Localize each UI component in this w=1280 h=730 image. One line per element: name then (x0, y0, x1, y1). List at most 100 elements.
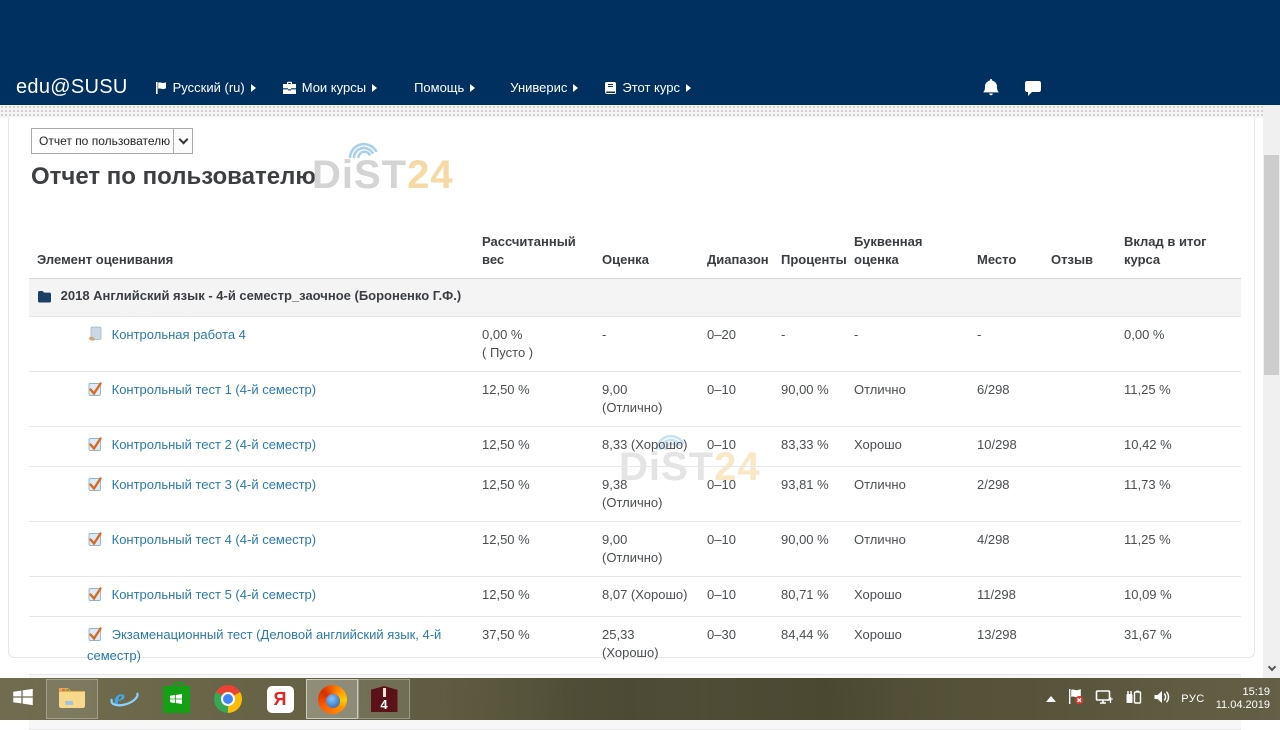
cell-rank: 11/298 (969, 576, 1043, 617)
cell-weight: 0,00 % ( Пусто ) (474, 316, 594, 372)
col-header-contribution: Вклад в итог курса (1116, 225, 1241, 279)
cell-letter: Отлично (846, 371, 969, 427)
cell-contribution: 31,67 % (1116, 616, 1241, 675)
taskbar-internet-explorer[interactable]: e (98, 679, 150, 719)
col-header-calculated-weight: Рассчитанный вес (474, 225, 594, 279)
cell-range: 0–30 (699, 616, 773, 675)
taskbar-windows-store[interactable] (150, 679, 202, 719)
chevron-right-icon (470, 83, 476, 92)
watermark-accent: 24 (407, 153, 454, 197)
table-header-row: Элемент оценивания Рассчитанный вес Оцен… (29, 225, 1241, 279)
cell-feedback (1043, 371, 1116, 427)
cell-contribution: 11,73 % (1116, 466, 1241, 522)
cell-letter: - (846, 316, 969, 372)
file-explorer-icon (57, 684, 87, 715)
show-hidden-icons-arrow[interactable] (1046, 696, 1057, 702)
quiz-icon (87, 381, 103, 402)
start-button[interactable] (0, 679, 46, 719)
cell-percentage: 90,00 % (773, 521, 846, 577)
action-center-flag-icon[interactable] (1067, 688, 1084, 710)
cell-feedback (1043, 426, 1116, 467)
taskbar-app-4[interactable]: 4 (358, 679, 410, 719)
notifications-bell-icon[interactable] (982, 78, 1000, 103)
grade-item-link[interactable]: Контрольный тест 4 (4-й семестр) (111, 531, 317, 547)
cell-grade: 9,00 (Отлично) (594, 371, 699, 427)
cell-weight: 12,50 % (474, 371, 594, 427)
cell-rank: 10/298 (969, 426, 1043, 467)
scrollbar-down-button[interactable] (1263, 658, 1280, 678)
flag-icon (154, 81, 168, 95)
book-icon (604, 81, 617, 95)
dist24-watermark: DiST24 (312, 142, 454, 197)
yandex-browser-icon: Я (266, 685, 294, 713)
cell-rank: 13/298 (969, 616, 1043, 675)
cell-feedback (1043, 616, 1116, 675)
quiz-icon (87, 436, 103, 457)
cell-letter: Хорошо (846, 576, 969, 617)
cell-range: 0–10 (699, 466, 773, 522)
grade-item-link[interactable]: Контрольная работа 4 (111, 326, 246, 342)
taskbar-file-explorer[interactable] (46, 679, 98, 719)
chevron-down-icon (1267, 662, 1276, 672)
clock-time: 15:19 (1242, 686, 1270, 698)
cell-weight: 12,50 % (474, 466, 594, 522)
grade-item-link[interactable]: Контрольный тест 1 (4-й семестр) (111, 381, 317, 397)
taskbar-chrome[interactable] (202, 679, 254, 719)
battery-icon[interactable] (1124, 689, 1142, 710)
chevron-right-icon (573, 83, 579, 92)
nav-item-label: Мои курсы (301, 80, 367, 95)
cell-percentage: 84,44 % (773, 616, 846, 675)
messages-chat-icon[interactable] (1024, 80, 1044, 103)
cell-weight: 12,50 % (474, 576, 594, 617)
cell-range: 0–10 (699, 426, 773, 467)
taskbar-clock[interactable]: 15:19 11.04.2019 (1216, 686, 1270, 712)
nav-item-language[interactable]: Русский (ru) (154, 80, 256, 95)
site-logo[interactable]: edu@SUSU (16, 76, 128, 98)
windows-store-icon (162, 681, 190, 713)
taskbar-yandex-browser[interactable]: Я (254, 679, 306, 719)
grade-item-link[interactable]: Контрольный тест 5 (4-й семестр) (111, 586, 317, 602)
col-header-rank: Место (969, 225, 1043, 279)
svg-text:e: e (114, 685, 125, 711)
wifi-arcs-icon (348, 142, 378, 159)
table-row: Экзаменационный тест (Деловой английский… (29, 616, 1241, 675)
grade-item-link[interactable]: Контрольный тест 3 (4-й семестр) (111, 476, 317, 492)
report-type-select[interactable]: Отчет по пользователю (31, 128, 193, 154)
nav-item-label: Русский (ru) (172, 80, 245, 95)
content-card: Отчет по пользователю Отчет по пользоват… (8, 117, 1255, 730)
cell-grade: 8,07 (Хорошо) (594, 576, 699, 617)
cell-weight: 12,50 % (474, 426, 594, 467)
nav-item-univeris[interactable]: Универис (510, 80, 579, 95)
language-indicator[interactable]: РУС (1181, 693, 1205, 705)
vertical-scrollbar[interactable] (1263, 105, 1280, 678)
grade-item-link[interactable]: Контрольный тест 2 (4-й семестр) (111, 436, 317, 452)
network-icon[interactable] (1095, 689, 1113, 710)
cell-percentage: - (773, 316, 846, 372)
taskbar-firefox[interactable] (306, 679, 358, 719)
cell-percentage: 90,00 % (773, 371, 846, 427)
grade-item-link[interactable]: Экзаменационный тест (Деловой английский… (87, 626, 442, 663)
select-dropdown-button[interactable] (173, 129, 192, 153)
app-4-icon: 4 (370, 686, 398, 712)
system-tray: РУС 15:19 11.04.2019 (1046, 686, 1280, 712)
scrollbar-thumb[interactable] (1264, 155, 1279, 375)
report-type-select-value: Отчет по пользователю (39, 134, 171, 148)
cell-grade: - (594, 316, 699, 372)
nav-item-this-course[interactable]: Этот курс (604, 80, 691, 95)
cell-letter: Отлично (846, 466, 969, 522)
nav-item-label: Универис (510, 80, 568, 95)
cell-rank: 4/298 (969, 521, 1043, 577)
cell-rank: 6/298 (969, 371, 1043, 427)
chevron-right-icon (372, 83, 378, 92)
col-header-range: Диапазон (699, 225, 773, 279)
internet-explorer-icon: e (109, 683, 139, 716)
cell-percentage: 83,33 % (773, 426, 846, 467)
volume-speaker-icon[interactable] (1153, 689, 1170, 710)
nav-item-my-courses[interactable]: Мои курсы (282, 80, 378, 95)
page-background-dots (0, 105, 1280, 118)
cell-rank: 2/298 (969, 466, 1043, 522)
course-category-name: 2018 Английский язык - 4-й семестр_заочн… (60, 287, 462, 303)
nav-item-help[interactable]: Помощь (414, 80, 476, 95)
col-header-letter-grade: Буквенная оценка (846, 225, 969, 279)
